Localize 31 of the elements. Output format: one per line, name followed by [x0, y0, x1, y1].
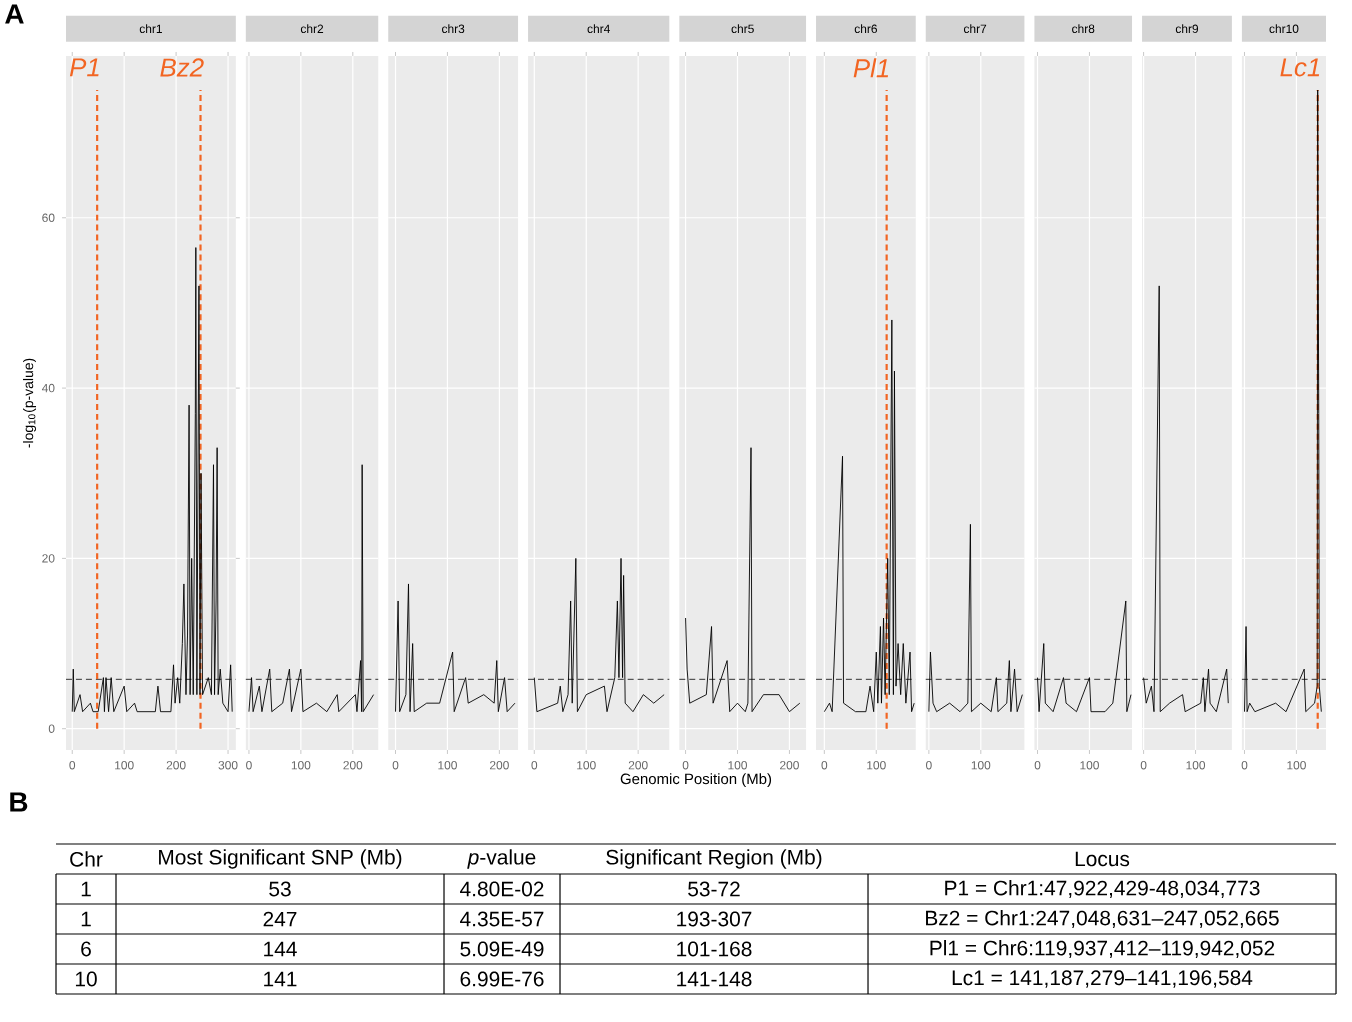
text: B — [10, 792, 28, 812]
text: 101-168 — [677, 941, 752, 957]
text: 193-307 — [677, 911, 752, 927]
text: 6.99E-76 — [460, 971, 544, 987]
text: P1 = Chr1:47,922,429-48,034,773 — [945, 880, 1260, 898]
ref-line-label: Lc1 — [1280, 58, 1320, 77]
text: Chr — [70, 851, 103, 867]
ref-line-label: Pl1 — [853, 58, 889, 78]
text: 247 — [263, 911, 297, 927]
text: 141 — [264, 971, 297, 987]
text: 141-148 — [677, 971, 752, 987]
text: 5.09E-49 — [460, 941, 544, 957]
text: p-value — [467, 849, 536, 869]
text: 1 — [81, 911, 91, 927]
text: Lc1 = 141,187,279–141,196,584 — [952, 970, 1253, 988]
ref-line-label: Bz2 — [160, 58, 204, 77]
text: Most Significant SNP (Mb) — [159, 849, 402, 869]
text: 4.80E-02 — [460, 881, 544, 897]
ref-line-label: P1 — [69, 58, 99, 77]
text: 53-72 — [688, 881, 740, 897]
text: Pl1 = Chr6:119,937,412–119,942,052 — [930, 940, 1275, 958]
text: 10 — [75, 971, 97, 987]
text: 53 — [269, 881, 291, 897]
text: 1 — [81, 881, 91, 897]
text: Locus — [1075, 851, 1130, 867]
text: A — [5, 4, 24, 24]
text: Significant Region (Mb) — [606, 849, 822, 869]
text: Bz2 = Chr1:247,048,631–247,052,665 — [926, 910, 1279, 928]
text: 6 — [81, 941, 91, 957]
text: 4.35E-57 — [460, 911, 544, 927]
text: 144 — [264, 941, 297, 957]
